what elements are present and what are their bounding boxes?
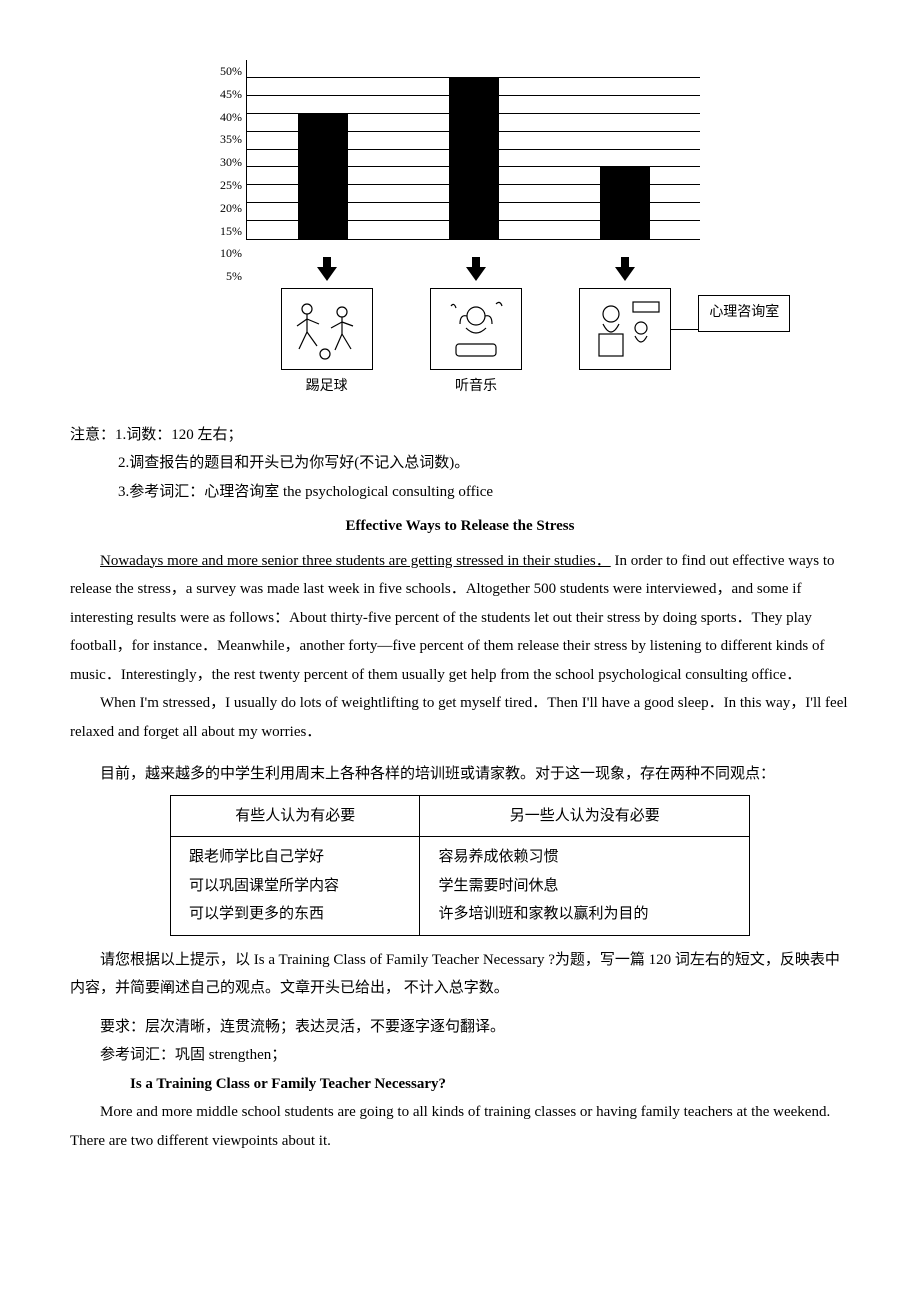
caption-consult [580, 374, 670, 401]
y-tick: 25% [220, 174, 242, 197]
y-tick: 10% [220, 242, 242, 265]
consulting-icon [585, 294, 665, 364]
football-icon [287, 294, 367, 364]
bar [600, 167, 650, 239]
cn-after: 请您根据以上提示，以 Is a Training Class of Family… [70, 946, 850, 1003]
y-tick: 5% [226, 265, 242, 288]
bar [449, 78, 499, 239]
consulting-label: 心理咨询室 [698, 295, 790, 332]
arrow-icon [615, 267, 635, 281]
table-row: 有些人认为有必要 另一些人认为没有必要 [171, 795, 750, 837]
arrow-icon [466, 267, 486, 281]
viewpoints-table: 有些人认为有必要 另一些人认为没有必要 跟老师学比自己学好可以巩固课堂所学内容可… [170, 795, 750, 936]
pic-music [430, 288, 522, 370]
stress-chart: 50%45%40%35%30%25%20%15%10%5% [220, 60, 700, 401]
arrow-icon [317, 267, 337, 281]
essay1-title: Effective Ways to Release the Stress [70, 512, 850, 541]
essay2-body: More and more middle school students are… [70, 1098, 850, 1155]
cn-req2: 参考词汇：巩固 strengthen； [70, 1041, 850, 1070]
y-tick: 30% [220, 151, 242, 174]
table-row: 跟老师学比自己学好可以巩固课堂所学内容可以学到更多的东西 容易养成依赖习惯学生需… [171, 837, 750, 936]
y-tick: 15% [220, 220, 242, 243]
table-header-1: 有些人认为有必要 [171, 795, 420, 837]
essay1-para2: When I'm stressed，I usually do lots of w… [70, 689, 850, 746]
cn-intro: 目前，越来越多的中学生利用周末上各种各样的培训班或请家教。对于这一现象，存在两种… [70, 760, 850, 789]
table-header-2: 另一些人认为没有必要 [420, 795, 750, 837]
pic-football [281, 288, 373, 370]
pic-consulting: 心理咨询室 [579, 288, 671, 370]
note-3: 3.参考词汇：心理咨询室 the psychological consultin… [70, 478, 850, 507]
essay2-title: Is a Training Class or Family Teacher Ne… [70, 1070, 850, 1099]
note-1: 注意：1.词数：120 左右； [70, 421, 850, 450]
document-page: 50%45%40%35%30%25%20%15%10%5% [0, 0, 920, 1195]
caption-football: 踢足球 [282, 374, 372, 401]
y-tick: 45% [220, 83, 242, 106]
notes-block: 注意：1.词数：120 左右； 2.调查报告的题目和开头已为你写好(不记入总词数… [70, 421, 850, 507]
music-icon [436, 294, 516, 364]
y-tick: 20% [220, 197, 242, 220]
note-2: 2.调查报告的题目和开头已为你写好(不记入总词数)。 [70, 449, 850, 478]
y-tick: 40% [220, 106, 242, 129]
spacer [70, 1003, 850, 1013]
chart-arrows [252, 260, 700, 288]
essay1-body1: In order to find out effective ways to r… [70, 553, 835, 683]
table-cell-2: 容易养成依赖习惯学生需要时间休息许多培训班和家教以赢利为目的 [420, 837, 750, 936]
y-tick: 50% [220, 60, 242, 83]
essay1-underlined: Nowadays more and more senior three stud… [100, 553, 611, 569]
cn-req1: 要求：层次清晰，连贯流畅；表达灵活，不要逐字逐句翻译。 [70, 1013, 850, 1042]
chart-pictures: 心理咨询室 [252, 288, 700, 370]
chart-area: 50%45%40%35%30%25%20%15%10%5% [220, 60, 700, 260]
bar [298, 114, 348, 239]
chart-captions: 踢足球 听音乐 [252, 374, 700, 401]
y-tick: 35% [220, 128, 242, 151]
essay1-para1: Nowadays more and more senior three stud… [70, 547, 850, 690]
plot-area [246, 60, 700, 240]
connector-line [670, 329, 700, 330]
y-axis: 50%45%40%35%30%25%20%15%10%5% [220, 60, 246, 240]
table-cell-1: 跟老师学比自己学好可以巩固课堂所学内容可以学到更多的东西 [171, 837, 420, 936]
caption-music: 听音乐 [431, 374, 521, 401]
